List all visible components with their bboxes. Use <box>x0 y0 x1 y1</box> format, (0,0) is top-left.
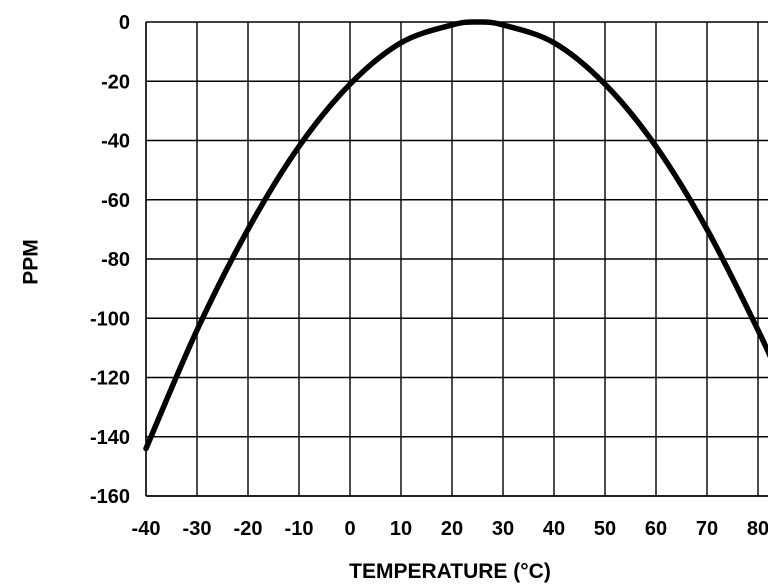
y-tick-label: -60 <box>101 190 130 212</box>
y-tick-label: -40 <box>101 131 130 153</box>
x-tick-label: 80 <box>747 518 768 540</box>
x-tick-label: 30 <box>492 518 514 540</box>
x-tick-label: 10 <box>390 518 412 540</box>
series-line <box>143 19 768 452</box>
series-lines <box>143 19 768 452</box>
x-tick-label: -40 <box>132 518 161 540</box>
y-tick-label: -80 <box>101 249 130 271</box>
y-tick-labels: 0 -20 -40 -60 -80 -100 -120 -140 -160 <box>90 12 130 508</box>
x-axis-title: TEMPERATURE (°C) <box>349 560 551 583</box>
x-tick-label: 20 <box>441 518 463 540</box>
y-tick-label: -20 <box>101 71 130 93</box>
x-tick-label: 60 <box>645 518 667 540</box>
y-tick-label: -120 <box>90 368 130 390</box>
x-tick-labels: -40 -30 -20 -10 0 10 20 30 40 50 60 70 80 <box>132 518 768 540</box>
x-tick-label: 50 <box>594 518 616 540</box>
x-tick-label: -30 <box>183 518 212 540</box>
x-tick-label: 0 <box>344 518 355 540</box>
x-tick-label: 40 <box>543 518 565 540</box>
y-tick-label: -140 <box>90 427 130 449</box>
x-tick-label: 70 <box>696 518 718 540</box>
grid <box>145 21 768 497</box>
x-tick-label: -10 <box>285 518 314 540</box>
y-tick-label: -100 <box>90 308 130 330</box>
y-tick-label: -160 <box>90 486 130 508</box>
plot-area <box>145 22 768 497</box>
y-tick-label: 0 <box>119 12 130 34</box>
y-axis-title: PPM <box>20 239 43 285</box>
x-tick-label: -20 <box>234 518 263 540</box>
